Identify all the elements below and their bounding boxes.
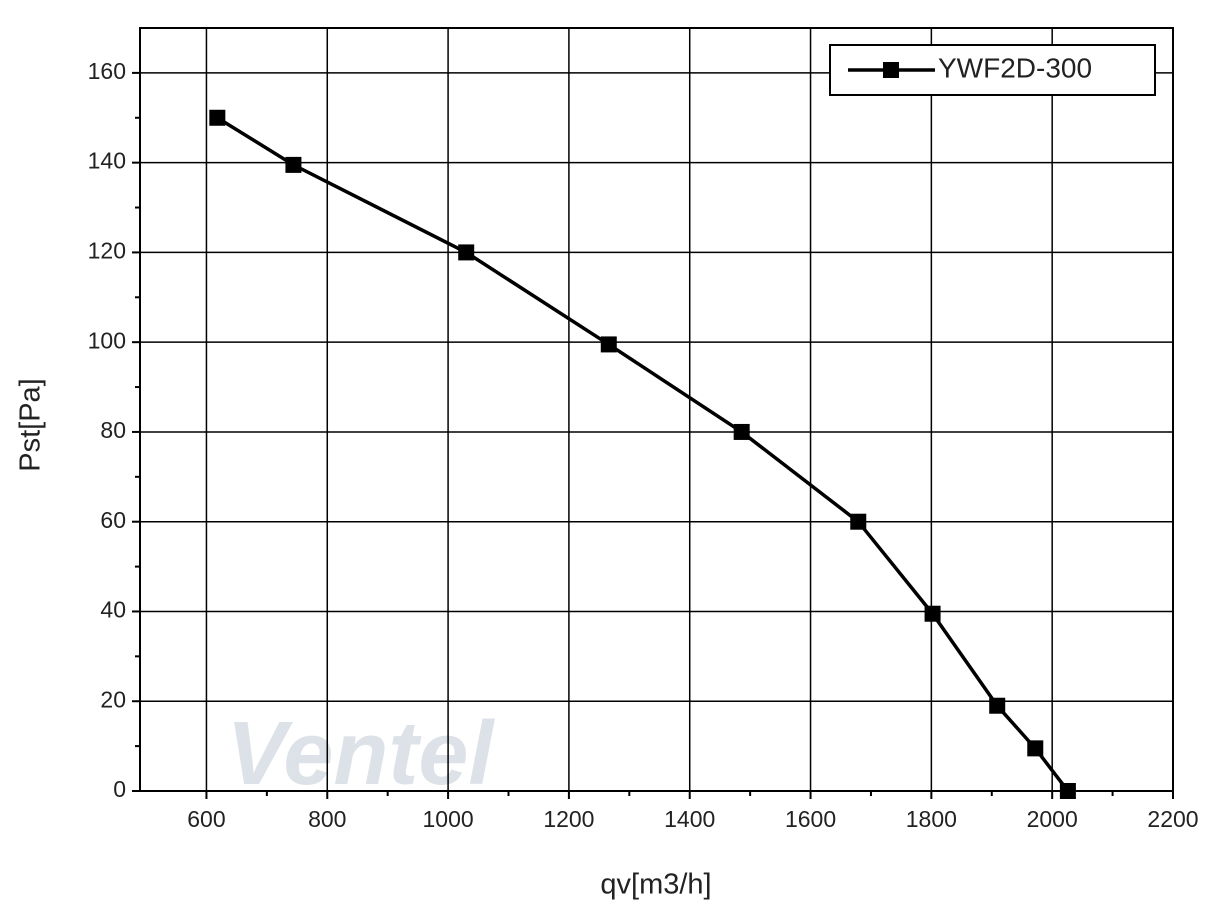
point	[285, 156, 302, 173]
y-tick-label: 60	[100, 507, 126, 533]
point	[600, 336, 617, 353]
legend-label: YWF2D-300	[938, 52, 1092, 83]
watermark: Ventel	[227, 704, 496, 804]
y-tick-label: 140	[88, 148, 126, 174]
series-line	[216, 116, 1070, 793]
legend-marker	[883, 62, 899, 78]
x-tick-label: 1800	[906, 806, 957, 832]
x-tick-label: 1200	[543, 806, 594, 832]
y-tick-label: 40	[100, 597, 126, 623]
point	[1027, 740, 1044, 757]
point	[989, 697, 1006, 714]
x-tick-label: 1400	[664, 806, 715, 832]
x-tick-label: 800	[308, 806, 346, 832]
point	[458, 244, 475, 261]
y-tick-label: 120	[88, 237, 126, 263]
x-tick-label: 1000	[423, 806, 474, 832]
point	[209, 109, 226, 126]
x-tick-label: 2000	[1027, 806, 1078, 832]
y-tick-label: 0	[113, 776, 126, 802]
point	[924, 605, 941, 622]
x-tick-label: 2200	[1147, 806, 1198, 832]
plot-frame	[139, 27, 1174, 792]
x-tick-label: 600	[187, 806, 225, 832]
y-tick-label: 20	[100, 686, 126, 712]
y-tick-label: 100	[88, 327, 126, 353]
y-tick-label: 80	[100, 417, 126, 443]
y-tick-label: 160	[88, 58, 126, 84]
point	[733, 423, 750, 440]
x-axis-label: qv[m3/h]	[600, 869, 711, 901]
point	[850, 513, 867, 530]
x-tick-label: 1600	[785, 806, 836, 832]
y-axis-label: Pst[Pa]	[15, 378, 47, 472]
point	[1059, 783, 1076, 799]
